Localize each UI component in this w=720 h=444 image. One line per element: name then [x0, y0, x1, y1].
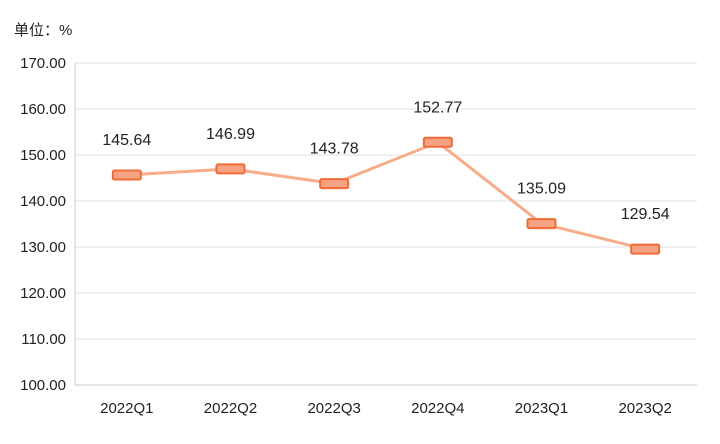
y-tick-label: 100.00 — [20, 377, 66, 394]
y-tick-label: 120.00 — [20, 285, 66, 302]
gridlines — [74, 62, 697, 386]
unit-label: 单位：% — [14, 22, 73, 39]
y-tick-label: 110.00 — [21, 331, 66, 348]
y-tick-label: 140.00 — [20, 193, 66, 210]
data-label: 145.64 — [102, 132, 151, 149]
series-layer — [111, 136, 661, 255]
data-label: 152.77 — [413, 99, 462, 116]
data-point-marker — [422, 136, 453, 148]
x-tick-label: 2023Q2 — [618, 400, 671, 417]
data-label: 129.54 — [621, 206, 670, 223]
y-tick-label: 150.00 — [20, 147, 66, 164]
data-point-marker — [526, 218, 557, 230]
series-line — [126, 140, 646, 251]
y-tick-label: 130.00 — [20, 239, 66, 256]
x-tick-label: 2023Q1 — [515, 400, 568, 417]
y-axis-ticks: 100.00 110.00 120.00 130.00 140.00 150.00 160.… — [20, 55, 66, 394]
data-point-marker — [630, 243, 661, 255]
x-tick-label: 2022Q2 — [204, 400, 257, 417]
x-tick-label: 2022Q1 — [100, 400, 153, 417]
x-tick-label: 2022Q3 — [307, 400, 360, 417]
data-label: 146.99 — [206, 126, 255, 143]
data-label: 135.09 — [517, 181, 566, 198]
y-tick-label: 170.00 — [20, 55, 66, 72]
data-point-marker — [319, 178, 350, 190]
x-axis-ticks: 2022Q1 2022Q2 2022Q3 2022Q4 2023Q1 2023Q2 — [100, 400, 672, 417]
x-tick-label: 2022Q4 — [411, 400, 464, 417]
data-label: 143.78 — [310, 141, 359, 158]
data-labels: 145.64 146.99 143.78 152.77 135.09 129.54 — [102, 99, 669, 223]
data-point-marker — [111, 169, 142, 181]
y-tick-label: 160.00 — [20, 101, 66, 118]
data-point-marker — [215, 163, 246, 175]
